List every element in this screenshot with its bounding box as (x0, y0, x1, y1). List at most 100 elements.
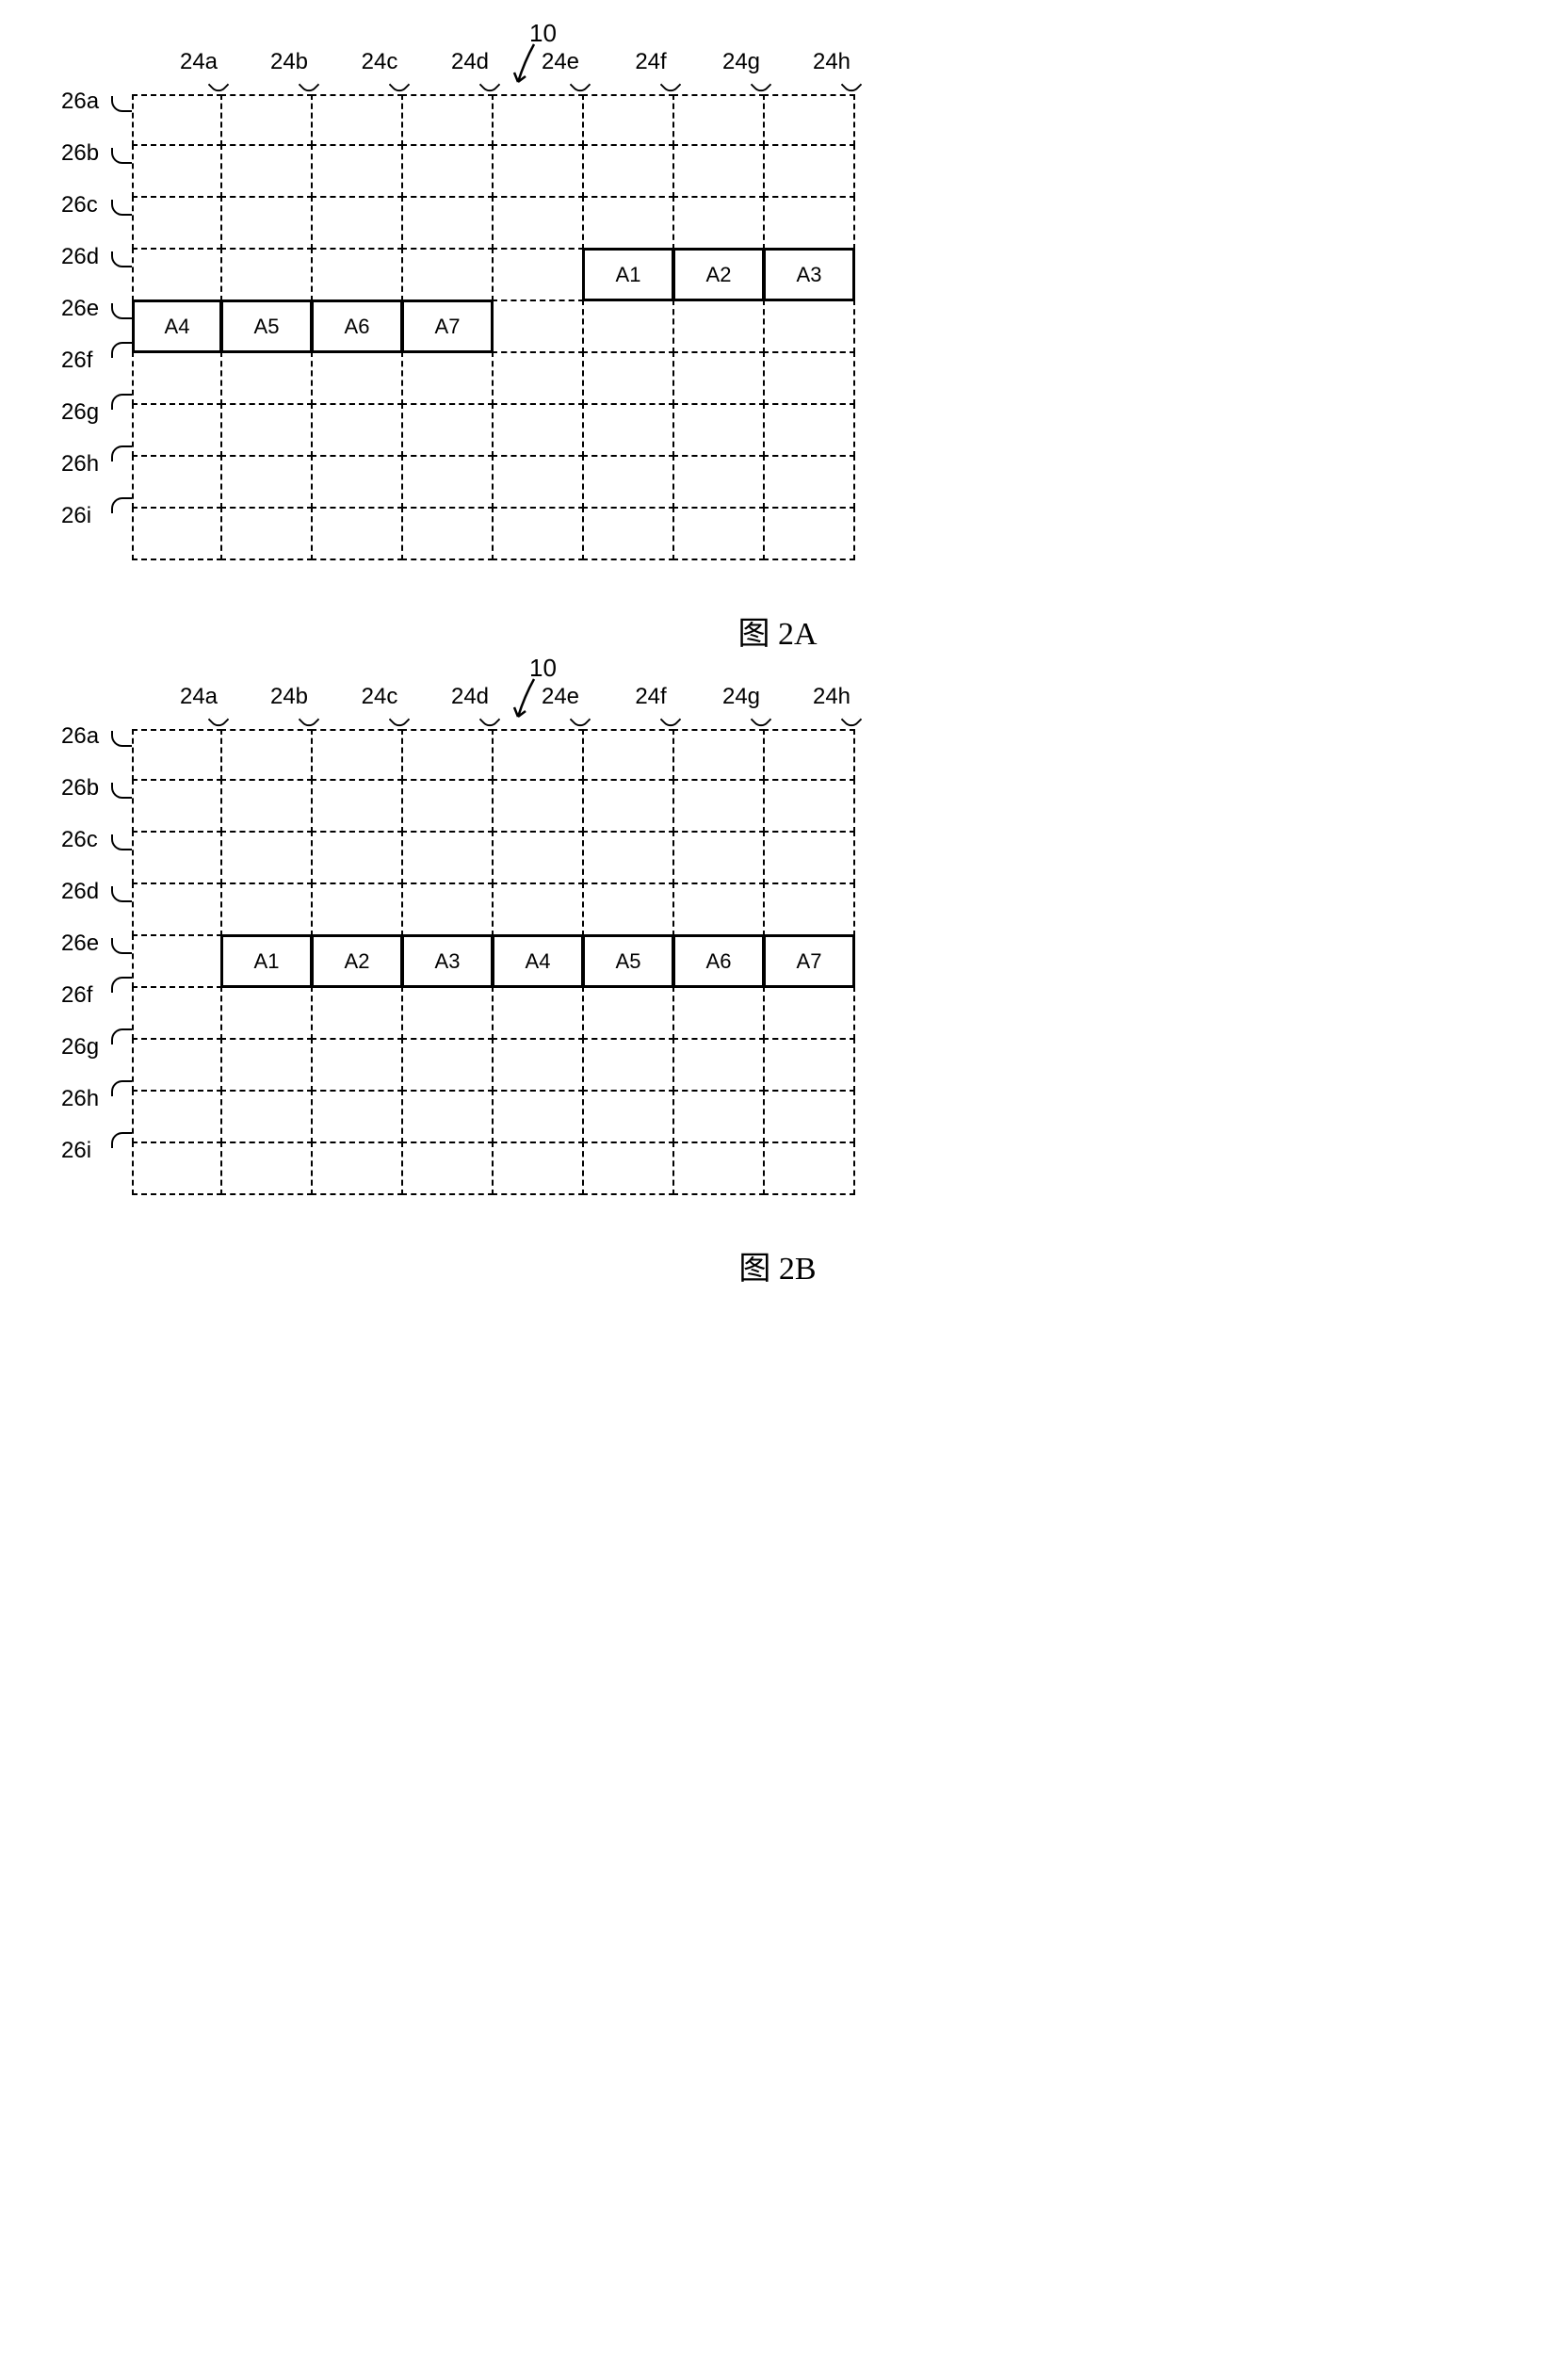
grid-cell (220, 196, 313, 250)
data-cell-a1: A1 (582, 248, 674, 301)
grid-cell (220, 94, 313, 146)
col-label-24b: 24b (270, 684, 308, 710)
row-connector (111, 148, 132, 164)
row-label-26d: 26d (61, 879, 99, 905)
grid-cell (220, 351, 313, 405)
grid-cell (132, 455, 222, 509)
grid-cell (763, 351, 855, 405)
col-label-24f: 24f (635, 684, 666, 710)
grid-cell (492, 986, 584, 1040)
row-label-26i: 26i (61, 1138, 91, 1164)
grid-cell (672, 1038, 765, 1092)
grid-cell (492, 1090, 584, 1143)
grid-cell (492, 94, 584, 146)
grid-cell (401, 507, 494, 560)
grid-cell (220, 1090, 313, 1143)
row-connector (111, 886, 132, 902)
grid-cell (763, 986, 855, 1040)
grid-cell (220, 248, 313, 301)
grid-cell (672, 986, 765, 1040)
row-connector (111, 445, 132, 461)
grid-cell (763, 882, 855, 936)
grid-cell (672, 507, 765, 560)
grid-cell (672, 455, 765, 509)
grid: A1A2A3A4A5A6A7 (132, 729, 855, 1195)
grid-cell (582, 882, 674, 936)
grid-cell (220, 455, 313, 509)
row-label-26b: 26b (61, 140, 99, 167)
grid-cell (220, 1038, 313, 1092)
grid-cell (672, 882, 765, 936)
grid-cell (311, 94, 403, 146)
grid-cell (763, 94, 855, 146)
grid-cell (220, 986, 313, 1040)
row-connector (111, 303, 132, 319)
grid-cell (401, 144, 494, 198)
grid-cell (582, 300, 674, 353)
grid-cell (492, 729, 584, 781)
grid-cell (672, 351, 765, 405)
grid-cell (492, 403, 584, 457)
row-connector (111, 497, 132, 513)
data-cell-a3: A3 (763, 248, 855, 301)
grid-cell (492, 196, 584, 250)
row-connector (111, 834, 132, 850)
grid-cell (311, 779, 403, 833)
row-connector (111, 938, 132, 954)
col-label-24b: 24b (270, 49, 308, 75)
row-label-26f: 26f (61, 348, 92, 374)
grid-cell (763, 403, 855, 457)
grid-cell (672, 1141, 765, 1195)
grid-cell (672, 403, 765, 457)
grid-cell (492, 248, 584, 301)
data-cell-a7: A7 (763, 934, 855, 988)
grid-cell (582, 779, 674, 833)
grid-cell (311, 507, 403, 560)
grid-cell (132, 729, 222, 781)
col-tick (299, 709, 320, 731)
grid-cell (492, 144, 584, 198)
col-label-24c: 24c (362, 684, 398, 710)
grid-cell (401, 94, 494, 146)
grid-cell (582, 1141, 674, 1195)
grid-cell (401, 351, 494, 405)
col-label-24h: 24h (813, 684, 850, 710)
col-label-24h: 24h (813, 49, 850, 75)
grid-cell (220, 403, 313, 457)
grid-cell (582, 403, 674, 457)
grid-cell (672, 300, 765, 353)
grid-cell (582, 507, 674, 560)
col-tick (841, 74, 863, 96)
row-connector (111, 394, 132, 410)
grid-cell (763, 1038, 855, 1092)
data-cell-a3: A3 (401, 934, 494, 988)
grid-cell (220, 729, 313, 781)
row-label-26g: 26g (61, 1034, 99, 1060)
grid-cell (311, 455, 403, 509)
col-label-24g: 24g (722, 49, 760, 75)
grid-cell (763, 1090, 855, 1143)
data-cell-a6: A6 (672, 934, 765, 988)
grid-cell (763, 144, 855, 198)
grid-cell (672, 729, 765, 781)
grid-cell (401, 882, 494, 936)
grid-cell (401, 248, 494, 301)
grid-cell (492, 300, 584, 353)
grid-cell (763, 1141, 855, 1195)
grid-cell (401, 455, 494, 509)
grid-cell (132, 403, 222, 457)
grid-cell (132, 248, 222, 301)
grid-cell (311, 144, 403, 198)
col-tick (479, 709, 501, 731)
grid-cell (132, 507, 222, 560)
grid-cell (311, 351, 403, 405)
data-cell-a4: A4 (492, 934, 584, 988)
grid-cell (492, 779, 584, 833)
col-tick (389, 74, 411, 96)
grid-cell (132, 986, 222, 1040)
caption-2a: 图 2A (38, 607, 1517, 654)
grid-cell (220, 1141, 313, 1195)
row-label-26a: 26a (61, 89, 99, 115)
grid-cell (220, 831, 313, 884)
grid-cell (132, 831, 222, 884)
